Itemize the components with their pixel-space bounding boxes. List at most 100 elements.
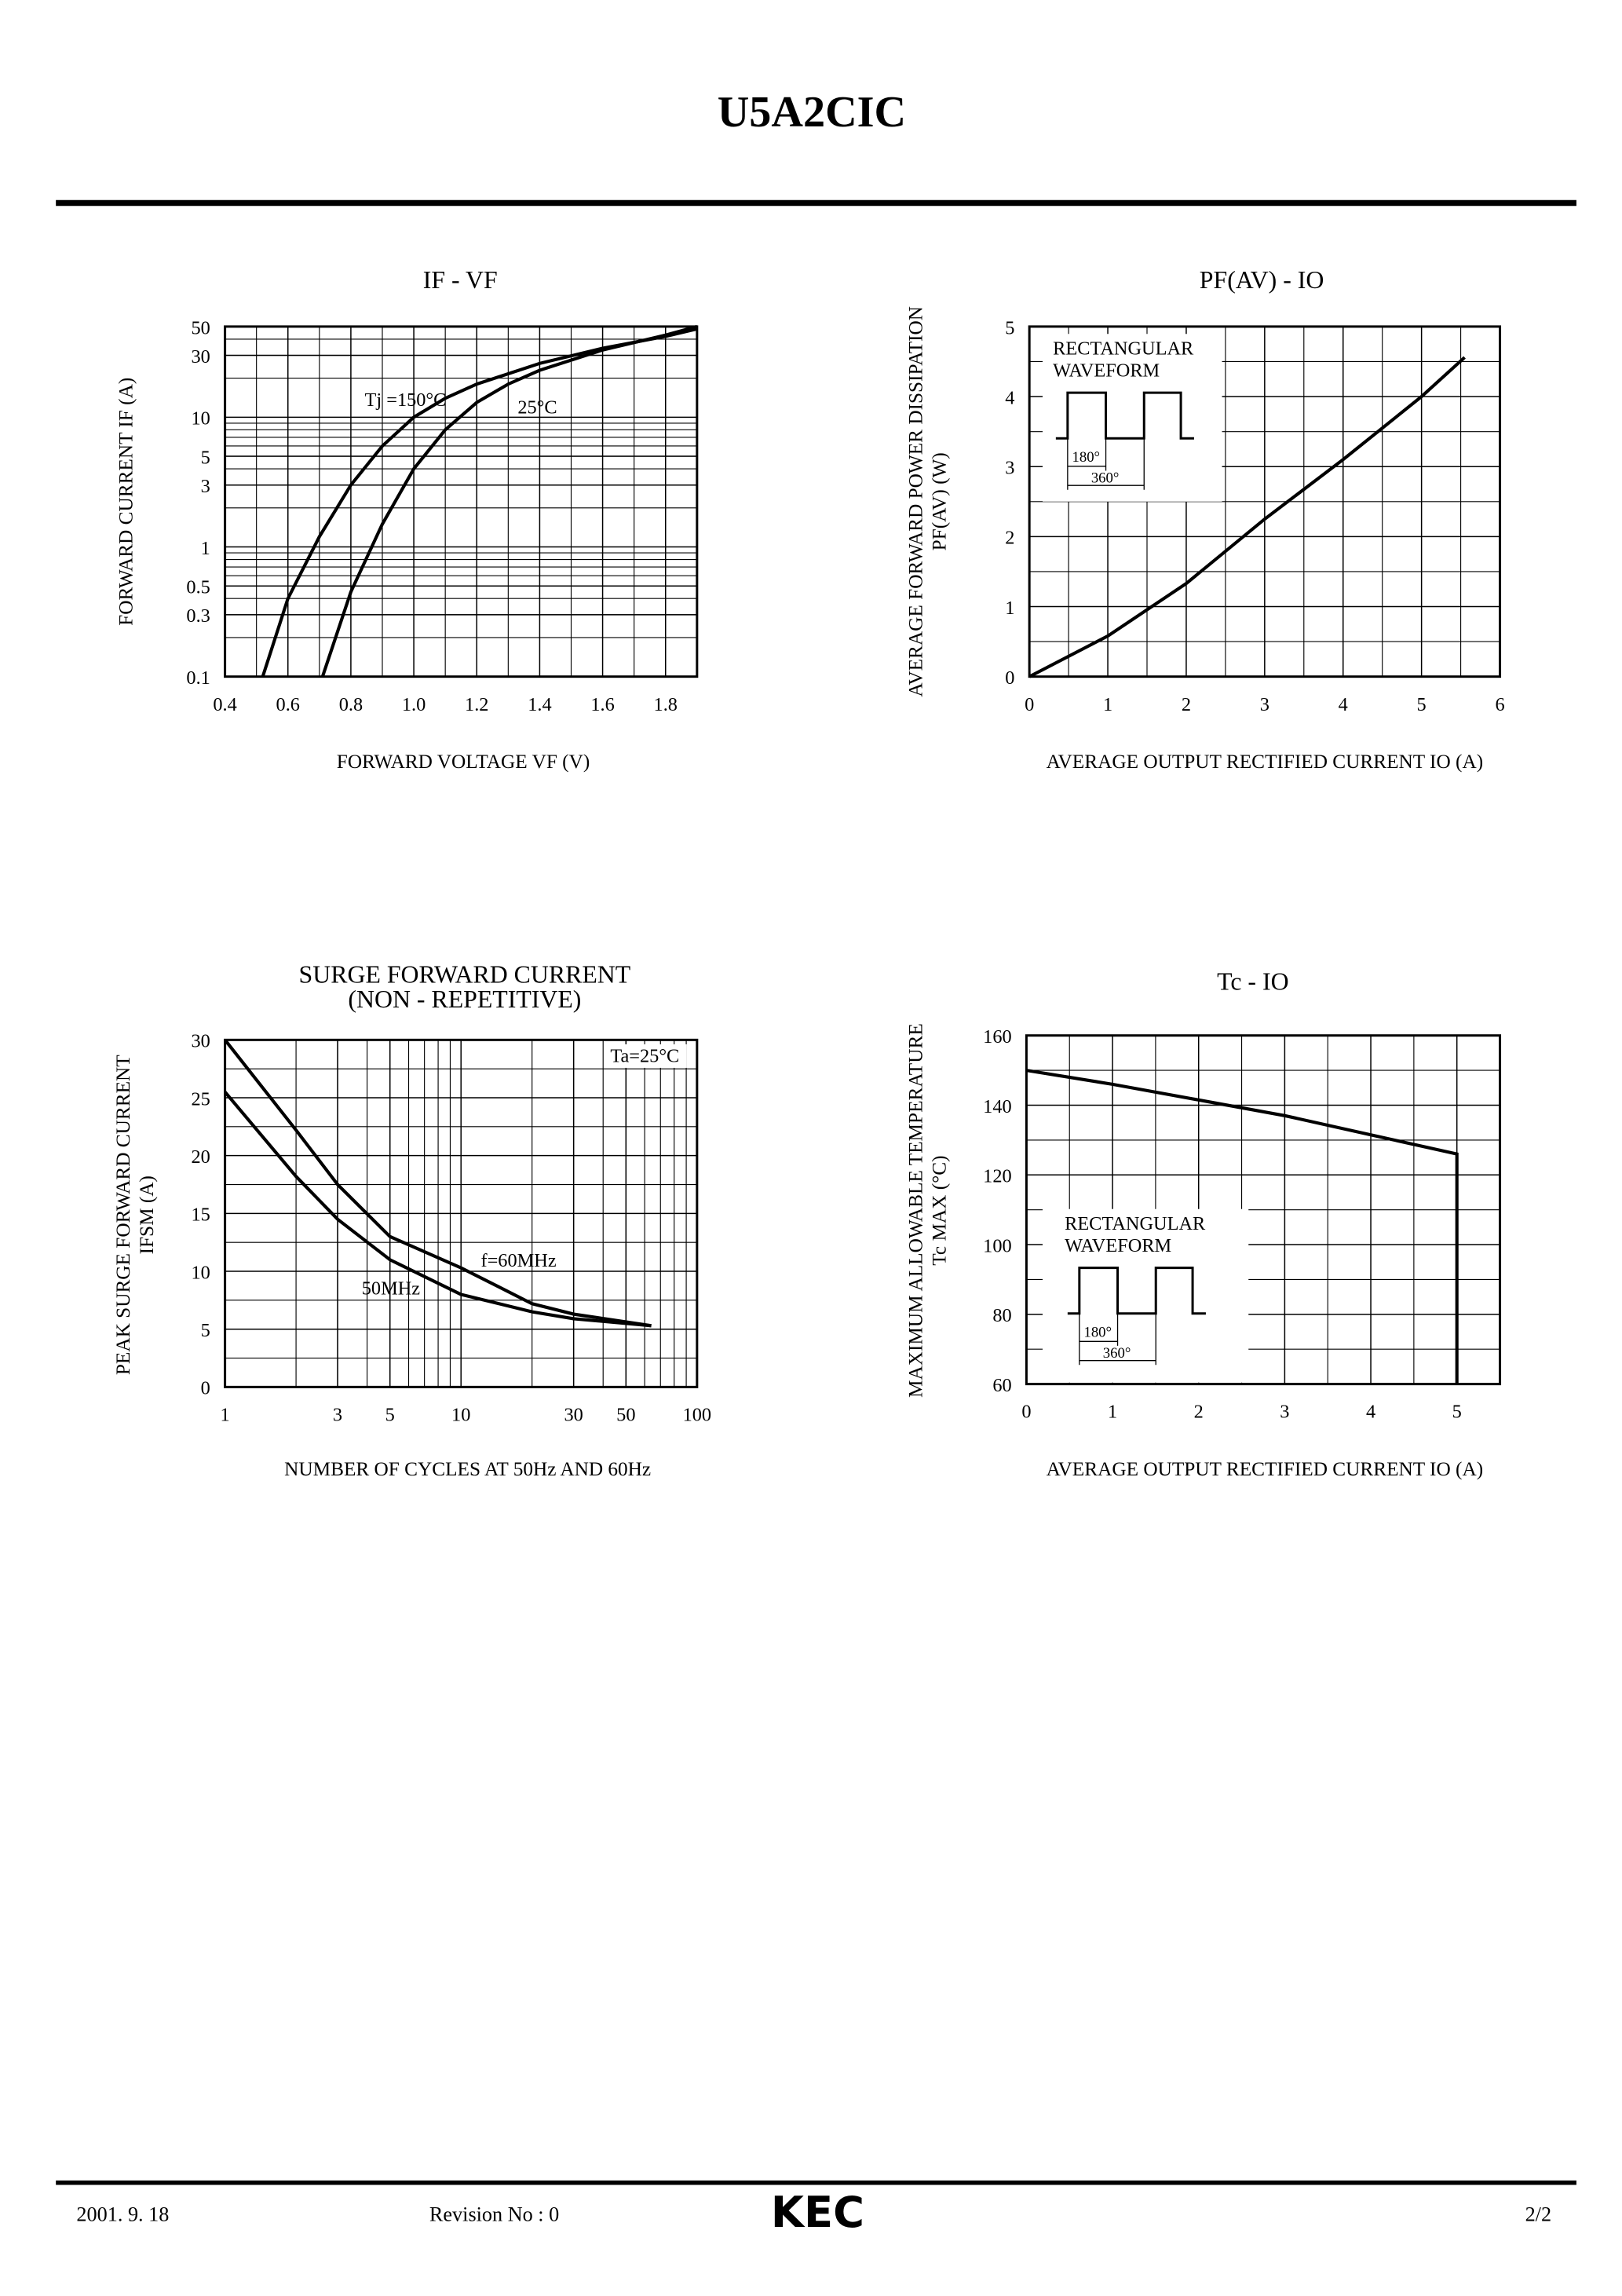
y-axis-label: AVERAGE FORWARD POWER DISSIPATION (904, 306, 926, 697)
inset-label: 180° (1083, 1325, 1112, 1341)
x-tick-label: 30 (564, 1404, 583, 1425)
y-tick-label: 30 (192, 1031, 210, 1052)
annotation: Ta=25°C (610, 1045, 679, 1066)
y-tick-label: 5 (201, 447, 210, 468)
x-tick-label: 3 (1280, 1402, 1289, 1423)
x-tick-label: 100 (683, 1404, 712, 1425)
series-line (1028, 356, 1466, 678)
y-tick-label: 1 (1005, 598, 1014, 619)
y-tick-label: 3 (201, 476, 210, 497)
y-tick-label: 0.5 (186, 577, 210, 598)
series-line (320, 324, 698, 678)
chart-title: IF - VF (423, 266, 498, 294)
y-tick-label: 60 (992, 1375, 1011, 1396)
x-tick-label: 3 (333, 1404, 342, 1425)
y-tick-label: 100 (983, 1235, 1012, 1256)
x-tick-label: 1 (1103, 694, 1112, 715)
chart-title: PF(AV) - IO (1200, 266, 1324, 294)
inset-box (1043, 334, 1222, 502)
y-axis-label: IFSM (A) (136, 1175, 158, 1254)
inset-label: 180° (1072, 449, 1100, 466)
waveform (1055, 391, 1194, 440)
y-tick-label: 10 (192, 408, 210, 430)
x-tick-label: 3 (1260, 694, 1269, 715)
chart-title: (NON - REPETITIVE) (348, 985, 581, 1013)
chart-title: SURGE FORWARD CURRENT (299, 960, 631, 988)
y-tick-label: 80 (992, 1305, 1011, 1326)
y-tick-label: 160 (983, 1026, 1012, 1047)
inset-label: 360° (1103, 1345, 1131, 1362)
y-tick-label: 5 (1005, 317, 1014, 338)
inset-label: RECTANGULAR (1053, 338, 1194, 359)
footer-date: 2001. 9. 18 (76, 2203, 169, 2225)
x-tick-label: 0.4 (213, 694, 236, 715)
plot-frame (224, 325, 699, 678)
x-tick-label: 50 (616, 1404, 635, 1425)
x-tick-label: 1.4 (528, 694, 551, 715)
footer-revision: Revision No : 0 (429, 2203, 559, 2225)
x-tick-label: 2 (1182, 694, 1191, 715)
page-title: U5A2CIC (718, 88, 906, 137)
chart-title: Tc - IO (1217, 968, 1288, 996)
series-label: f=60MHz (480, 1250, 556, 1271)
series-line (224, 1091, 652, 1328)
y-tick-label: 25 (192, 1088, 210, 1110)
x-tick-label: 1.2 (465, 694, 488, 715)
x-tick-label: 1.8 (654, 694, 678, 715)
y-axis-label: PF(AV) (W) (928, 452, 950, 550)
x-tick-label: 10 (451, 1404, 470, 1425)
inset-label: WAVEFORM (1053, 360, 1160, 382)
y-axis-label: FORWARD CURRENT IF (A) (115, 378, 137, 626)
x-tick-label: 5 (1417, 694, 1427, 715)
y-tick-label: 0 (201, 1378, 210, 1399)
y-tick-label: 20 (192, 1146, 210, 1168)
x-axis-label: NUMBER OF CYCLES AT 50Hz AND 60Hz (284, 1458, 651, 1480)
y-tick-label: 120 (983, 1166, 1012, 1187)
y-tick-label: 15 (192, 1205, 210, 1226)
y-tick-label: 0.1 (186, 667, 210, 689)
x-tick-label: 2 (1194, 1402, 1204, 1423)
y-tick-label: 10 (192, 1262, 210, 1283)
inset-label: WAVEFORM (1065, 1235, 1171, 1256)
x-tick-label: 0 (1021, 1402, 1031, 1423)
footer-page: 2/2 (1525, 2203, 1552, 2225)
annotation-bg (604, 1044, 687, 1068)
series-line (223, 1039, 652, 1328)
y-tick-label: 1 (201, 538, 210, 559)
y-axis-label: MAXIMUM ALLOWABLE TEMPERATURE (904, 1023, 926, 1398)
x-tick-label: 5 (385, 1404, 395, 1425)
plot-frame (224, 1038, 699, 1388)
x-tick-label: 4 (1339, 694, 1348, 715)
series-label: Tj =150°C (365, 389, 447, 411)
x-tick-label: 1.6 (590, 694, 614, 715)
y-axis-label: PEAK SURGE FORWARD CURRENT (112, 1055, 134, 1375)
x-tick-label: 1 (220, 1404, 229, 1425)
x-tick-label: 6 (1495, 694, 1504, 715)
dimension-lines (1079, 1313, 1156, 1366)
x-axis-label: AVERAGE OUTPUT RECTIFIED CURRENT IO (A) (1047, 751, 1484, 773)
y-tick-label: 0.3 (186, 605, 210, 627)
x-tick-label: 0.6 (276, 694, 300, 715)
y-tick-label: 50 (192, 317, 210, 338)
x-axis-label: AVERAGE OUTPUT RECTIFIED CURRENT IO (A) (1047, 1458, 1484, 1480)
y-tick-label: 2 (1005, 528, 1014, 549)
footer-logo: KEC (771, 2188, 864, 2237)
y-tick-label: 4 (1005, 387, 1014, 408)
x-axis-label: FORWARD VOLTAGE VF (V) (337, 751, 590, 773)
inset-label: 360° (1091, 470, 1120, 486)
y-tick-label: 30 (192, 346, 210, 367)
series-label: 25°C (517, 397, 557, 418)
y-tick-label: 5 (201, 1320, 210, 1341)
inset-box (1043, 1208, 1249, 1383)
x-tick-label: 1 (1108, 1402, 1117, 1423)
y-axis-label: Tc MAX (°C) (928, 1155, 950, 1265)
x-tick-label: 0.8 (339, 694, 363, 715)
inset-label: RECTANGULAR (1065, 1213, 1206, 1234)
y-tick-label: 140 (983, 1096, 1012, 1117)
x-tick-label: 0 (1025, 694, 1034, 715)
series-line (1026, 1069, 1459, 1384)
y-tick-label: 0 (1005, 667, 1014, 689)
plot-frame (1028, 325, 1502, 678)
